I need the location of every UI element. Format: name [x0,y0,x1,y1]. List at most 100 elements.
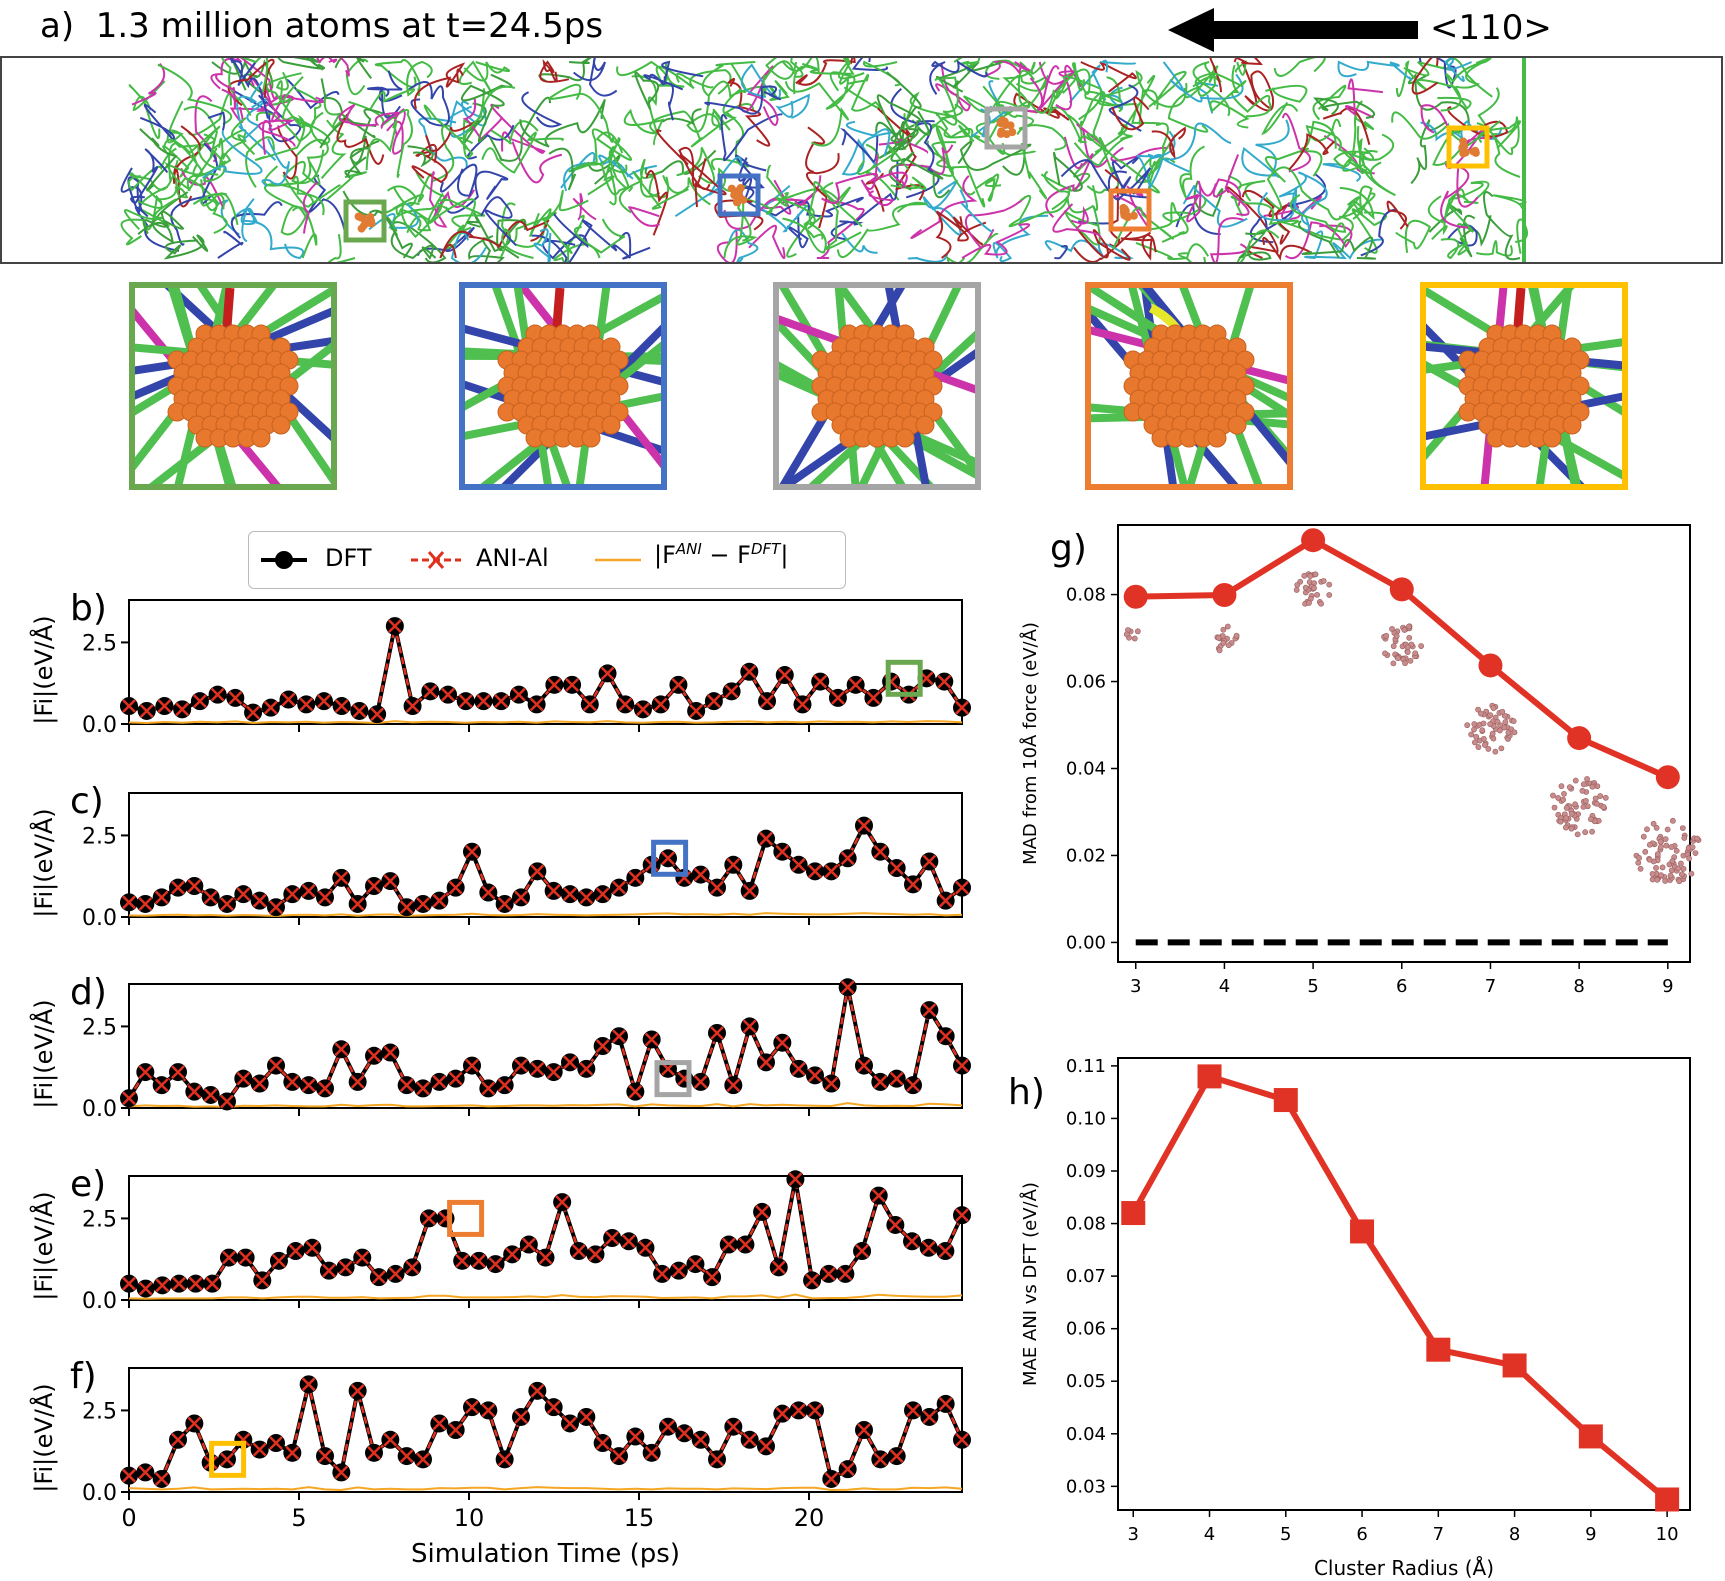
ani-point [497,1078,512,1093]
cluster-atom [1600,804,1607,810]
ani-point [155,1278,170,1293]
cluster-atom [1418,643,1425,649]
dislocation-line [748,224,786,260]
panel-label-h: h) [1008,1072,1045,1113]
cluster-atom [1490,705,1497,711]
dislocation-line [1080,61,1137,93]
ani-point [628,870,643,885]
dislocation-line [386,185,418,207]
mae-point [1197,1064,1222,1089]
cluster-atom [1225,642,1232,649]
dislocation-line [1448,180,1490,231]
dislocation-line [1135,241,1209,261]
ani-point [755,1205,769,1219]
dislocation-line [716,229,738,264]
cluster-atom [1566,784,1573,791]
ani-point [661,851,675,866]
direction-label: <110> [1430,8,1552,48]
dislocation-line [573,218,626,254]
x-tick-label: 3 [1130,976,1141,997]
dislocation-line [218,117,247,160]
ani-point [476,694,491,709]
atom [356,213,365,222]
dislocation-line [548,147,577,190]
dislocation-line [423,85,516,150]
cluster-atom [1668,844,1675,850]
dislocation-line [957,140,1032,176]
dislocation-line [969,80,1013,139]
dislocation-line [163,138,219,192]
ani-point [855,1244,869,1258]
ani-point [514,890,528,905]
dislocation-line [1386,200,1409,230]
ani-point [671,677,686,692]
dislocation-line [875,110,931,151]
ani-point [805,1273,819,1288]
cluster-atom [1471,726,1477,733]
dislocation-line [511,141,563,184]
ani-point [210,687,225,702]
cluster-atom [1326,592,1333,598]
cluster-atom [1589,783,1596,790]
simulation-snapshot [0,46,1723,271]
dislocation-line [272,71,289,106]
dislocation-line [413,62,466,110]
ani-point [252,1076,267,1091]
cluster-atom [1580,803,1587,810]
dislocation-line [201,129,263,179]
ani-point [906,1078,920,1093]
ani-point [305,1240,320,1255]
dislocation-line [1209,71,1250,129]
ani-point [367,1048,381,1063]
y-tick-label: 0.10 [1066,1108,1106,1129]
ani-point [840,1462,855,1477]
dislocation-line [1312,84,1347,121]
ani-point [188,1276,203,1291]
dislocation-line [1322,107,1371,146]
cluster-atom [1502,719,1509,725]
cluster-atom [1220,640,1227,646]
atom [357,224,366,233]
cluster-atom [1583,797,1589,804]
ani-point [203,890,218,905]
dislocation-line [1179,145,1205,200]
dislocation-line [248,75,295,123]
ani-point [494,694,509,709]
cluster-atom [1689,844,1696,851]
dislocation-line [368,202,419,231]
dislocation-line [1136,130,1176,191]
ani-point [203,1088,218,1102]
dislocation-line [336,113,385,165]
y-tick-label: 0.03 [1066,1476,1106,1497]
dislocation-line [598,154,657,180]
cluster-atom [1390,660,1397,667]
inset-blue [459,282,667,490]
mae-point [1578,1424,1603,1449]
y-tick-label: 0.06 [1066,672,1106,693]
ani-point [638,1240,653,1255]
panel-a-title: a) 1.3 million atoms at t=24.5ps [40,6,604,46]
atom [1471,146,1480,155]
y-tick-label: 0.04 [1066,1424,1106,1445]
ani-point [416,1452,430,1467]
ani-point [824,1472,839,1486]
dislocation-line [910,175,978,239]
ani-point [621,1234,636,1249]
dislocation-line [1209,217,1248,264]
ani-point [706,694,721,709]
dislocation-line [365,119,398,171]
dislocation-line [714,199,764,231]
ani-point [512,687,526,702]
ani-point [370,707,385,722]
cluster-atom [1123,631,1130,638]
dislocation-line [1476,240,1513,257]
dislocation-line [1298,220,1340,259]
highlight-box-orange [1108,188,1152,232]
dislocation-line [634,71,660,110]
dislocation-line [1020,142,1048,200]
dislocation-line [587,145,630,196]
dislocation-line [825,61,856,111]
atom [1129,211,1138,220]
mae-point [1273,1088,1298,1113]
